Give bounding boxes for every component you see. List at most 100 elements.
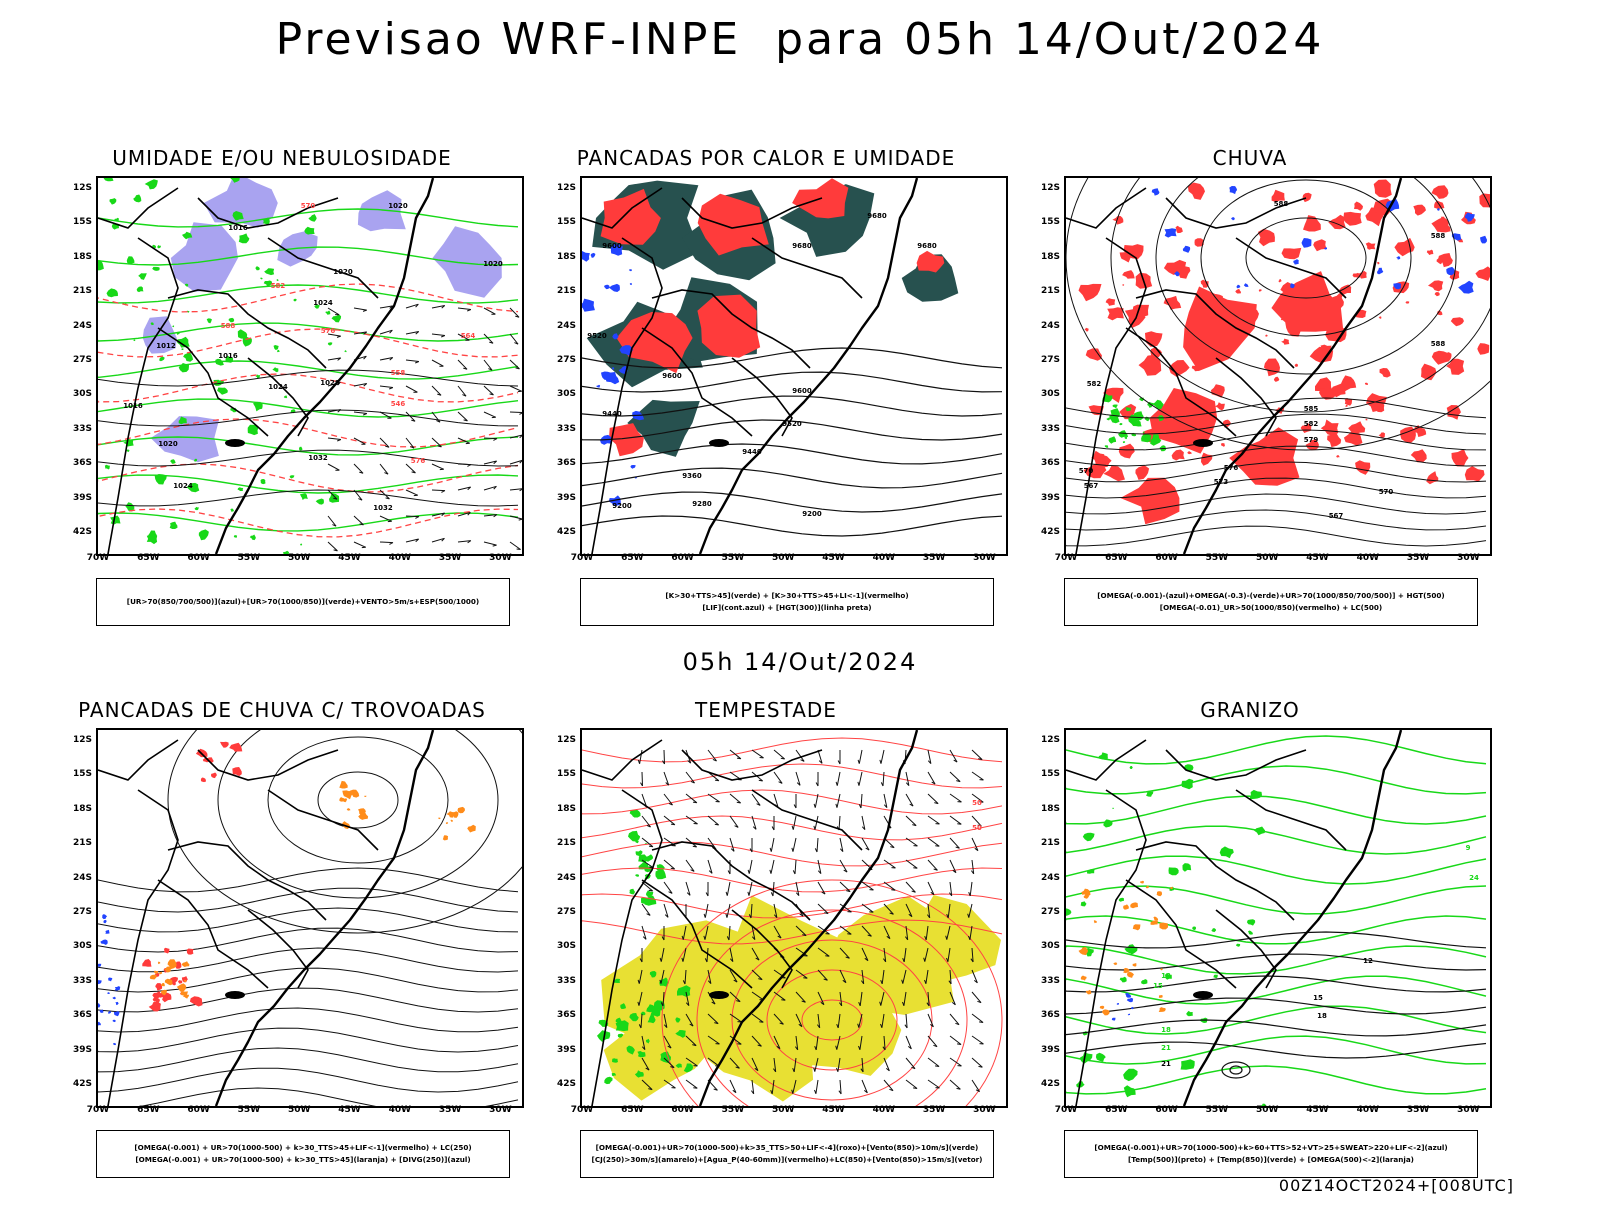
wind-vector <box>949 1035 962 1045</box>
wind-vector <box>327 541 338 552</box>
rain-area-core <box>1120 271 1344 525</box>
lat-tick-label: 21S <box>72 286 92 297</box>
omega-area-patch <box>1464 212 1475 222</box>
wind-vector <box>685 991 690 1007</box>
wind-vector <box>880 969 885 985</box>
moisture-low-area-patch <box>157 245 161 249</box>
moisture-low-area-patch <box>276 279 279 282</box>
wind-vector <box>353 437 366 445</box>
wind-vector <box>795 991 806 1003</box>
wind-vector <box>483 485 497 491</box>
omega-area-patch <box>1231 217 1235 221</box>
border-line <box>157 327 269 437</box>
rain-area-patch <box>1163 295 1182 310</box>
streamlines-250 <box>98 867 519 893</box>
contour-label: 1016 <box>218 352 238 360</box>
lat-tick-label: 36S <box>72 458 92 469</box>
moisture-low-area-patch <box>308 214 317 222</box>
lon-tick-label: 45W <box>1306 1105 1329 1115</box>
latitude-axis: 12S 15S 18S 21S 24S 27S 30S 33S 36S 39S 42S <box>62 728 94 1104</box>
lat-tick-label: 24S <box>1040 320 1060 331</box>
temp500-contour <box>1066 931 1487 949</box>
wind-vector <box>861 837 870 851</box>
wind-vector <box>431 359 444 367</box>
wind-vector <box>457 411 468 422</box>
wind-vector <box>905 771 910 787</box>
wind-vector <box>405 411 416 422</box>
contour-label: 9360 <box>682 472 702 480</box>
thunder-area-patch <box>163 947 170 954</box>
omega500-area-patch <box>1127 971 1134 978</box>
contour-label: 567 <box>1329 512 1344 520</box>
lc850-streamline <box>582 763 1003 789</box>
shower-area-patch <box>149 974 157 980</box>
moisture-low-area-patch <box>154 474 167 485</box>
wind-vector <box>707 793 720 803</box>
wind-vector <box>971 991 982 1004</box>
omega500-area-patch <box>1093 920 1097 924</box>
hgt500-ring <box>1155 178 1457 375</box>
lon-tick-label: 30W <box>973 553 996 563</box>
omega-strong-area-patch <box>1118 430 1128 438</box>
wind-vector <box>772 1057 777 1073</box>
lon-tick-label: 50W <box>1255 553 1279 563</box>
wind-vector <box>835 771 841 786</box>
omega500-area-patch <box>1081 888 1091 897</box>
contour-label: 12 <box>1161 972 1171 980</box>
legend-line-2: [LIF](cont.azul) + [HGT(300)](linha pret… <box>702 603 872 612</box>
temp850-contour-blob-patch <box>1246 919 1256 926</box>
omega-area-patch <box>1393 283 1402 290</box>
omega-strong-area-patch <box>1104 445 1109 448</box>
wind-vector <box>835 793 841 808</box>
temp850-contour <box>1066 795 1487 825</box>
wind-vector <box>726 925 731 941</box>
lif-contour-patch <box>590 252 596 258</box>
wind-vector <box>795 925 807 937</box>
moisture-low-area-patch <box>186 482 200 493</box>
contour-label: 21 <box>1161 1044 1171 1052</box>
wind-850-area-patch <box>629 1013 639 1022</box>
rain-area-patch <box>1426 249 1434 255</box>
wind-vector <box>379 437 390 448</box>
panel-title: UMIDADE E/OU NEBULOSIDADE <box>112 146 452 170</box>
omega500-area-patch <box>1156 891 1162 897</box>
divergence-area-patch <box>105 930 110 934</box>
thunder-area-patch <box>189 996 203 1007</box>
border-line <box>641 327 753 437</box>
wind-vector <box>860 1057 864 1073</box>
omega500-area-patch <box>1170 886 1173 890</box>
rain-area-patch <box>1145 331 1163 347</box>
border-line <box>591 789 663 1106</box>
moisture-low-area-patch <box>184 283 189 287</box>
rain-area-patch <box>1365 418 1368 421</box>
shower-area-patch <box>181 961 190 967</box>
wind-vector <box>483 385 494 396</box>
lon-tick-label: 40W <box>872 553 896 563</box>
lat-tick-label: 18S <box>1040 251 1060 262</box>
panel-title: TEMPESTADE <box>695 698 837 722</box>
wind-vector <box>970 859 975 875</box>
jet-area-patch <box>603 998 712 1101</box>
lon-tick-label: 35W <box>438 1105 462 1115</box>
wind-vector <box>662 749 665 765</box>
wind-vector <box>405 437 415 449</box>
omega-strong-area-patch <box>1124 436 1128 440</box>
wind-vector <box>860 969 865 985</box>
omega-area-patch <box>1151 188 1160 196</box>
lon-tick-label: 40W <box>1356 1105 1380 1115</box>
lat-tick-label: 42S <box>1040 1079 1060 1089</box>
wind-vector <box>379 541 394 545</box>
wind-vector <box>971 837 979 852</box>
wind-vector <box>379 305 394 309</box>
wind-vector <box>795 749 805 762</box>
wind-vector <box>971 749 983 761</box>
rain-area-patch <box>1379 368 1391 378</box>
rain-area-patch <box>1187 451 1192 455</box>
shower-area-patch <box>180 991 188 996</box>
rain-area-patch <box>1122 270 1135 279</box>
lon-tick-label: 60W <box>1155 1105 1178 1115</box>
lat-tick-label: 12S <box>72 183 92 193</box>
map-pancadas-calor-umidade: 9680 9680 9680 9600 9600 9520 9600 9520 9440 9440… <box>580 176 1008 556</box>
panel-title: PANCADAS POR CALOR E UMIDADE <box>576 146 956 170</box>
border-line <box>107 237 179 554</box>
